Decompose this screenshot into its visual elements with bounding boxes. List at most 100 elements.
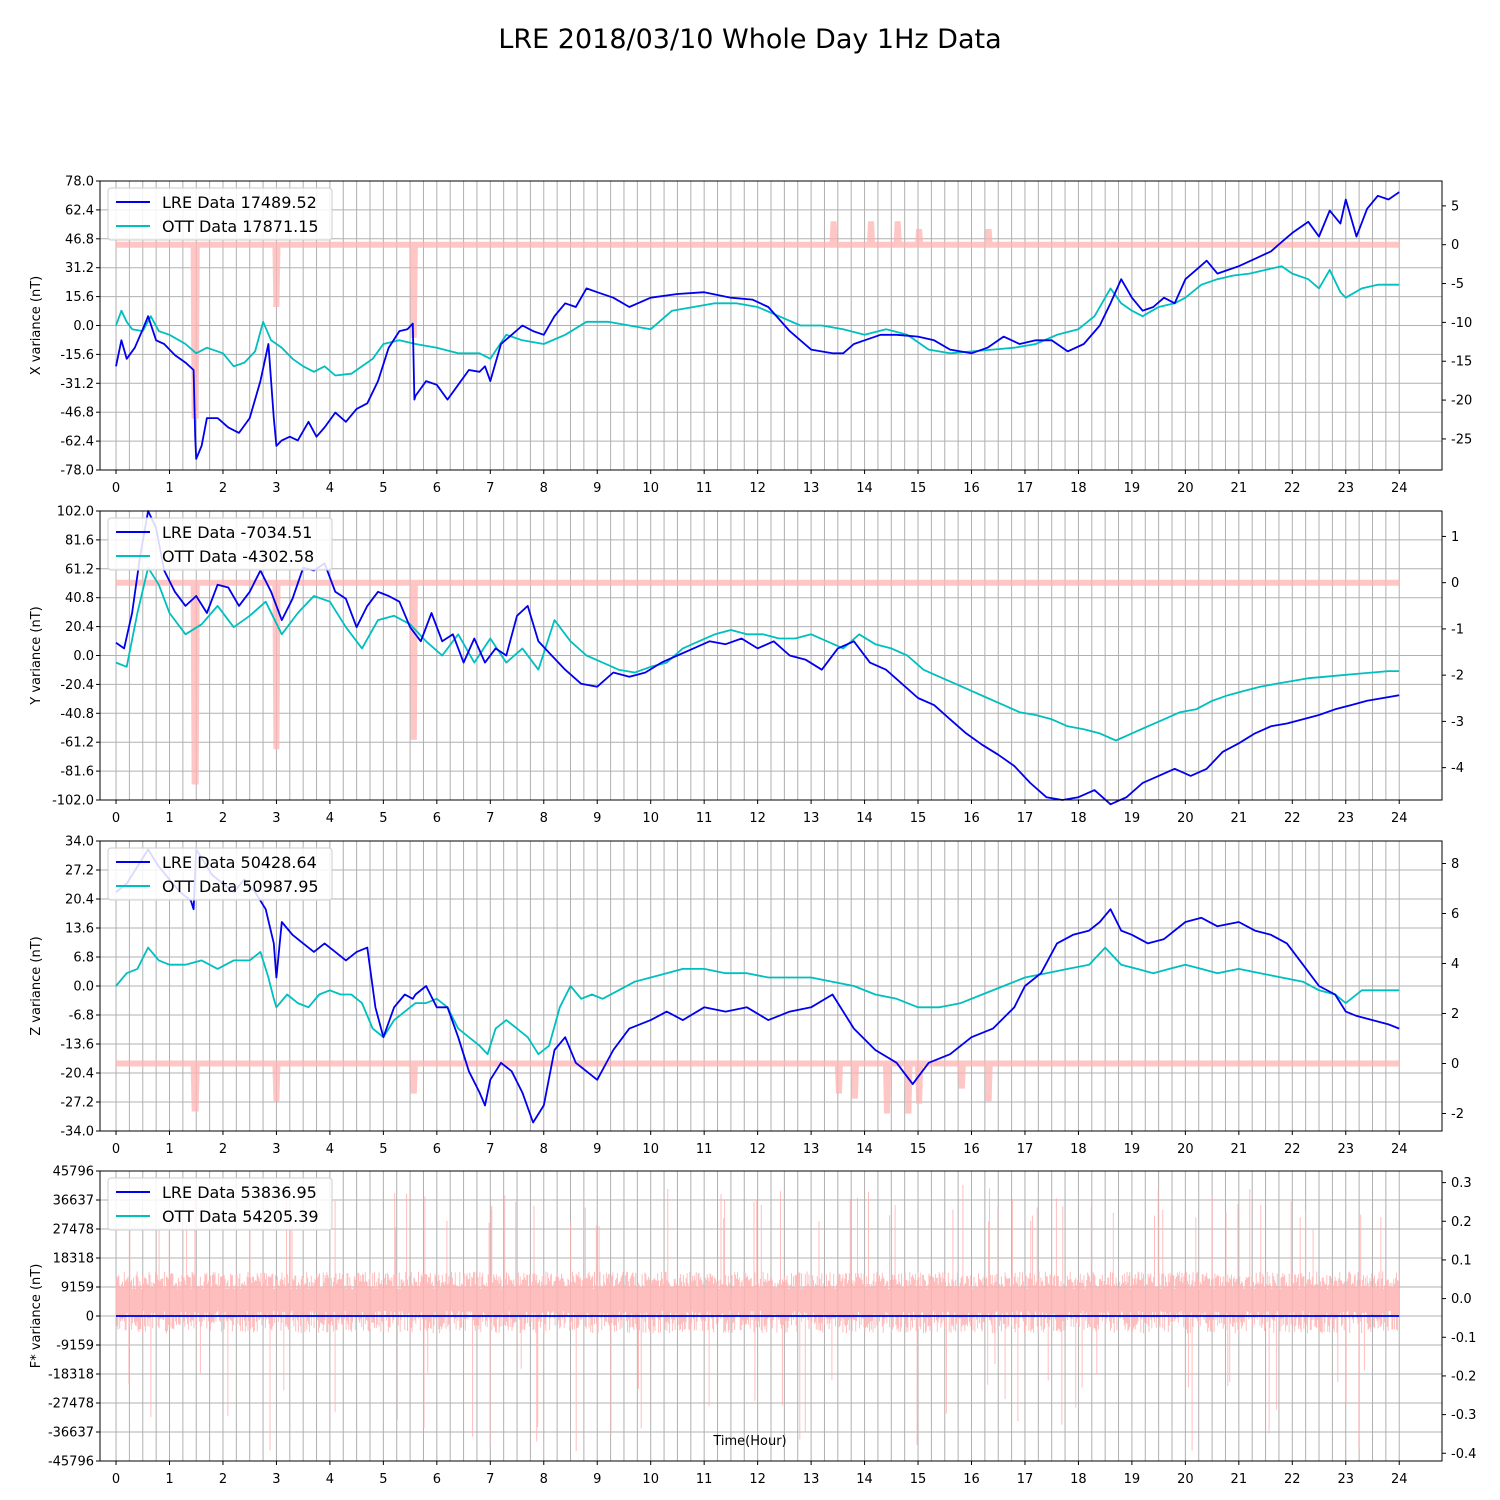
- x-tick-label: 12: [749, 811, 766, 826]
- legend: LRE Data 53836.95 OTT Data 54205.39: [107, 1177, 333, 1231]
- x-tick-label: 4: [326, 481, 334, 496]
- y2-tick-label: -0.2: [1451, 1369, 1476, 1384]
- x-tick-label: 14: [856, 481, 873, 496]
- y2-tick-label: -2: [1451, 1107, 1464, 1122]
- x-tick-label: 7: [486, 1472, 494, 1487]
- y2-tick-label: 0.2: [1451, 1215, 1472, 1230]
- legend-label-ott: OTT Data 17871.15: [162, 217, 319, 236]
- series-ott-line: [115, 566, 1400, 742]
- y-axis-label: X variance (nT): [29, 276, 44, 375]
- y2-tick-label: -1: [1451, 622, 1464, 637]
- x-tick-label: 17: [1017, 481, 1034, 496]
- x-tick-label: 1: [165, 1142, 173, 1157]
- x-tick-label: 8: [540, 811, 548, 826]
- chart-panel-1: 78.0 62.4 46.8 31.2 15.6 0.0 -15.6 -31.2 -46.8 -6…: [29, 175, 1472, 497]
- x-tick-label: 0: [112, 481, 120, 496]
- legend-box: [107, 517, 333, 571]
- x-tick-label: 18: [1070, 811, 1087, 826]
- y-tick-label: -6.8: [69, 1009, 94, 1024]
- x-tick-label: 4: [326, 811, 334, 826]
- x-tick-label: 24: [1391, 1142, 1408, 1157]
- x-tick-label: 24: [1391, 811, 1408, 826]
- y-tick-label: 13.6: [65, 922, 94, 937]
- y2-tick-label: 0: [1451, 1057, 1459, 1072]
- y2-tick-label: -2: [1451, 669, 1464, 684]
- plot-frame: [99, 510, 1443, 801]
- x-tick-label: 15: [910, 481, 927, 496]
- plot-frame: [99, 1170, 1443, 1462]
- x-tick-label: 16: [963, 1472, 980, 1487]
- x-tick-label: 10: [642, 1142, 659, 1157]
- y-tick-label: 81.6: [65, 533, 94, 548]
- y2-tick-label: 2: [1451, 1007, 1459, 1022]
- y-tick-label: -15.6: [60, 348, 94, 363]
- y2-tick-label: 5: [1451, 199, 1459, 214]
- x-tick-label: 13: [803, 1142, 820, 1157]
- x-tick-label: 8: [540, 481, 548, 496]
- x-tick-label: 15: [910, 811, 927, 826]
- x-tick-label: 14: [856, 811, 873, 826]
- x-tick-label: 24: [1391, 481, 1408, 496]
- y-tick-label: -62.4: [60, 435, 94, 450]
- y-tick-label: 0.0: [73, 319, 94, 334]
- x-tick-label: 0: [112, 1472, 120, 1487]
- y-tick-label: 46.8: [65, 232, 94, 247]
- x-tick-label: 12: [749, 1142, 766, 1157]
- y-tick-label: -40.8: [60, 707, 94, 722]
- difference-trace: [115, 1184, 1400, 1451]
- series-lre-line: [115, 510, 1400, 806]
- y-tick-label: 62.4: [65, 203, 94, 218]
- chart-panel-3: 34.0 27.2 20.4 13.6 6.8 0.0 -6.8 -13.6 -20.4 -27.…: [29, 835, 1464, 1158]
- x-tick-label: 12: [749, 1472, 766, 1487]
- x-tick-label: 17: [1017, 1472, 1034, 1487]
- y-tick-label: -27478: [48, 1397, 94, 1412]
- legend-label-lre: LRE Data 17489.52: [162, 193, 317, 212]
- difference-trace: [116, 1060, 1400, 1114]
- x-tick-label: 9: [593, 811, 601, 826]
- y-tick-label: 36637: [53, 1194, 94, 1209]
- x-tick-label: 11: [696, 811, 713, 826]
- x-tick-label: 5: [379, 1142, 387, 1157]
- x-tick-label: 13: [803, 481, 820, 496]
- y-tick-label: 20.4: [65, 620, 94, 635]
- x-tick-label: 2: [219, 1472, 227, 1487]
- x-tick-label: 20: [1177, 481, 1194, 496]
- x-tick-label: 19: [1124, 481, 1141, 496]
- y2-tick-label: -10: [1451, 316, 1472, 331]
- series-ott-line: [115, 265, 1400, 377]
- legend-box: [107, 187, 333, 241]
- figure-title: LRE 2018/03/10 Whole Day 1Hz Data: [498, 24, 1002, 55]
- series-lre-line: [115, 848, 1400, 1124]
- x-tick-label: 7: [486, 1142, 494, 1157]
- x-tick-label: 2: [219, 481, 227, 496]
- x-tick-label: 17: [1017, 1142, 1034, 1157]
- y2-tick-label: -5: [1451, 277, 1464, 292]
- y2-tick-label: -0.1: [1451, 1331, 1476, 1346]
- y-tick-label: 34.0: [65, 835, 94, 850]
- y-tick-label: -34.0: [60, 1125, 94, 1140]
- chart-panel-2: 102.0 81.6 61.2 40.8 20.4 0.0 -20.4 -40.8 -61.2 -…: [29, 505, 1464, 827]
- y2-tick-label: 0: [1451, 576, 1459, 591]
- x-tick-label: 3: [272, 1142, 280, 1157]
- y-tick-label: 78.0: [65, 175, 94, 190]
- x-tick-label: 15: [910, 1472, 927, 1487]
- y2-tick-label: -3: [1451, 715, 1464, 730]
- y-tick-label: 0.0: [73, 980, 94, 995]
- x-tick-label: 12: [749, 481, 766, 496]
- legend: LRE Data 17489.52 OTT Data 17871.15: [107, 187, 333, 241]
- legend-box: [107, 1177, 333, 1231]
- x-tick-label: 14: [856, 1142, 873, 1157]
- x-tick-label: 6: [433, 811, 441, 826]
- x-tick-label: 1: [165, 481, 173, 496]
- legend-label-lre: LRE Data 50428.64: [162, 853, 317, 872]
- series-ott-line: [115, 946, 1400, 1056]
- x-tick-label: 24: [1391, 1472, 1408, 1487]
- y-tick-label: 31.2: [65, 261, 94, 276]
- x-tick-label: 20: [1177, 1472, 1194, 1487]
- x-tick-label: 23: [1337, 1472, 1354, 1487]
- x-tick-label: 14: [856, 1472, 873, 1487]
- y-tick-label: -46.8: [60, 406, 94, 421]
- x-tick-label: 18: [1070, 1142, 1087, 1157]
- x-tick-label: 22: [1284, 811, 1301, 826]
- x-tick-label: 4: [326, 1472, 334, 1487]
